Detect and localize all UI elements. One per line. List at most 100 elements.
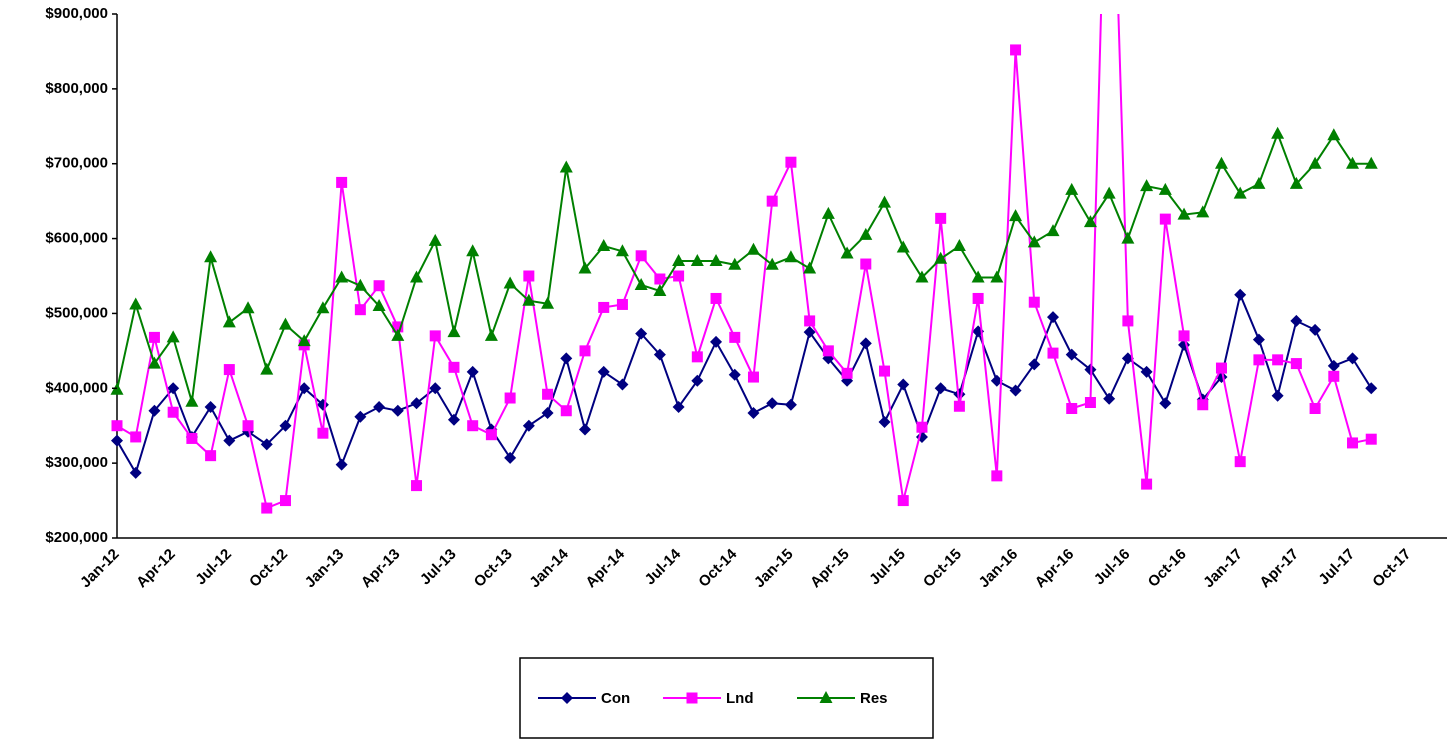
x-tick-label: Jan-16 (976, 546, 1022, 592)
marker (896, 240, 910, 253)
marker (785, 156, 797, 168)
marker (242, 420, 254, 432)
x-tick-label: Jan-15 (751, 546, 797, 592)
marker (1159, 213, 1171, 225)
marker (485, 429, 497, 441)
marker (972, 292, 984, 304)
marker (354, 410, 367, 423)
marker (504, 451, 517, 464)
marker (746, 242, 760, 255)
marker (822, 345, 834, 357)
marker (204, 250, 218, 263)
marker (279, 495, 291, 507)
marker (1214, 156, 1228, 169)
marker (279, 419, 292, 432)
x-tick-label: Apr-16 (1032, 546, 1078, 592)
x-tick-label: Oct-12 (246, 546, 291, 591)
marker (616, 298, 628, 310)
marker (1159, 397, 1172, 410)
marker (934, 382, 947, 395)
marker (597, 239, 611, 252)
marker (411, 480, 423, 492)
marker (466, 365, 479, 378)
marker (709, 254, 723, 267)
marker (541, 406, 554, 419)
marker (523, 270, 535, 282)
marker (859, 337, 872, 350)
marker (260, 438, 273, 451)
marker (335, 270, 349, 283)
marker (317, 427, 329, 439)
x-tick-label: Apr-12 (133, 546, 179, 592)
marker (821, 206, 835, 219)
marker (991, 470, 1003, 482)
marker (503, 276, 517, 289)
marker (916, 421, 928, 433)
marker (897, 495, 909, 507)
x-tick-label: Oct-16 (1145, 546, 1190, 591)
marker (336, 176, 348, 188)
x-tick-label: Oct-15 (920, 546, 965, 591)
x-tick-label: Oct-17 (1369, 546, 1414, 591)
marker (579, 423, 591, 436)
marker (1047, 311, 1059, 324)
y-tick-label: $500,000 (45, 304, 108, 321)
marker (542, 388, 554, 400)
plot-area (110, 14, 1378, 514)
marker (522, 293, 536, 306)
marker (298, 382, 311, 395)
marker (167, 406, 179, 418)
marker (1234, 288, 1247, 301)
marker (915, 270, 929, 283)
marker (803, 261, 817, 274)
marker (167, 382, 180, 395)
y-tick-label: $600,000 (45, 230, 108, 247)
marker (353, 278, 367, 291)
legend-label: Lnd (726, 690, 754, 707)
series-line (116, 14, 1372, 510)
marker (878, 415, 891, 428)
marker (391, 404, 404, 417)
marker (934, 251, 948, 264)
marker (1309, 402, 1321, 414)
marker (261, 502, 273, 514)
marker (1009, 209, 1023, 222)
marker (129, 466, 142, 479)
x-tick-label: Apr-13 (358, 546, 404, 592)
marker (1365, 433, 1377, 445)
marker (129, 297, 143, 310)
marker (1327, 359, 1340, 372)
marker (729, 331, 741, 343)
marker (971, 270, 985, 283)
marker (1028, 358, 1041, 371)
marker (373, 401, 386, 413)
marker (372, 298, 386, 311)
marker (1327, 128, 1341, 141)
marker (765, 257, 779, 270)
marker (1233, 186, 1247, 199)
x-tick-label: Apr-17 (1256, 546, 1302, 592)
x-tick-label: Apr-15 (807, 546, 853, 592)
marker (467, 420, 479, 432)
legend-marker (819, 691, 833, 703)
marker (428, 233, 442, 246)
marker (148, 331, 160, 343)
marker (1065, 348, 1078, 361)
marker (541, 296, 555, 309)
marker (484, 328, 498, 341)
x-tick-label: Jul-12 (192, 546, 235, 589)
marker (1252, 333, 1265, 346)
legend-marker (561, 692, 573, 704)
marker (222, 315, 236, 328)
marker (635, 250, 647, 262)
marker (1010, 44, 1022, 56)
marker (392, 321, 404, 333)
marker (335, 458, 348, 471)
marker (747, 371, 759, 383)
marker (1084, 397, 1096, 409)
marker (859, 227, 873, 240)
marker (878, 195, 892, 208)
x-tick-label: Jan-17 (1200, 546, 1246, 592)
marker (653, 283, 667, 296)
